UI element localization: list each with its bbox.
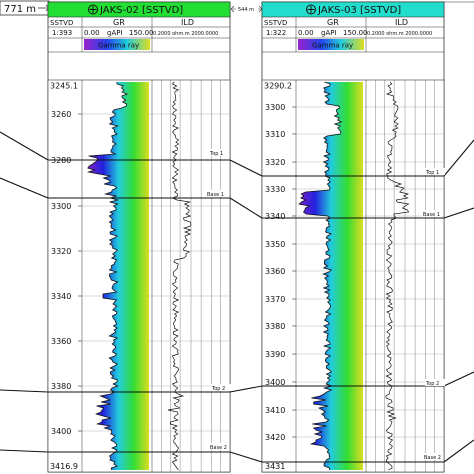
gr-max: 150.00 — [129, 29, 154, 37]
depth-tick-label: 3310 — [265, 130, 285, 139]
well-top-label: Base 2 — [210, 445, 227, 451]
ild-track-header: ILD — [181, 18, 194, 27]
correlation-line[interactable] — [443, 371, 474, 387]
gr-track-header: GR — [327, 18, 339, 27]
depth-tick-label: 3320 — [265, 158, 285, 167]
svg-text:3245.1: 3245.1 — [50, 82, 78, 91]
depth-tick-label: 3330 — [265, 185, 285, 194]
ild-grid — [296, 80, 444, 472]
well-top-label: Top 2 — [425, 381, 439, 387]
well-top-label: Base 1 — [423, 212, 440, 218]
svg-text:3431: 3431 — [265, 462, 285, 471]
depth-tick-label: 3390 — [265, 350, 285, 359]
depth-tick-label: 3400 — [51, 427, 71, 436]
depth-tick-label: 3320 — [51, 247, 71, 256]
left-gap-label: 771 m — [4, 4, 36, 15]
ild-curve — [385, 81, 410, 471]
well-top-label: Base 2 — [424, 455, 441, 461]
depth-tick-label: 3360 — [265, 267, 285, 276]
depth-bottom-label: 3416.9 — [49, 461, 81, 471]
correlation-line[interactable] — [229, 385, 263, 393]
gr-fill-area — [299, 82, 363, 470]
well-top-label: Top 2 — [211, 386, 225, 392]
correlation-line[interactable] — [229, 451, 263, 463]
correlation-line[interactable] — [0, 177, 49, 199]
depth-tick-label: 3410 — [265, 406, 285, 415]
gr-min: 0.00 — [84, 29, 100, 37]
correlation-line[interactable] — [229, 159, 263, 177]
scale-label: 1:322 — [266, 29, 286, 37]
svg-text:3416.9: 3416.9 — [50, 462, 78, 471]
well-panel-jaks-03[interactable]: JAKS-03 [SSTVD] SSTVD 1:322 GR 0.00 gAPI… — [261, 1, 445, 473]
depth-tick-label: 3420 — [265, 433, 285, 442]
gr-fill-area — [87, 82, 149, 470]
gr-unit: gAPI — [321, 29, 337, 37]
depth-column-header: SSTVD — [264, 19, 287, 27]
well-top-label: Top 1 — [425, 170, 439, 176]
well-title: JAKS-02 [SSTVD] — [99, 5, 183, 16]
well-title-icon — [88, 4, 98, 15]
depth-bottom-label: 3431 — [263, 461, 289, 471]
depth-column-header: SSTVD — [50, 19, 73, 27]
depth-tick-label: 3370 — [265, 295, 285, 304]
gr-max: 150.00 — [343, 29, 368, 37]
gr-track-header: GR — [113, 18, 125, 27]
well-tops: Top 1 Base 1 Top 2 Base 2 — [262, 168, 445, 463]
correlation-line[interactable] — [443, 439, 474, 463]
ild-range: 0.2000 ohm.m 2000.0000 — [153, 31, 218, 37]
depth-tick-label: 3380 — [265, 322, 285, 331]
depth-tick-label: 3340 — [51, 292, 71, 301]
gr-curve — [86, 81, 129, 471]
depth-tick-label: 3300 — [265, 103, 285, 112]
ild-curve — [167, 81, 192, 471]
well-top-label: Base 1 — [207, 192, 224, 198]
scale-label: 1:393 — [52, 29, 72, 37]
well-title: JAKS-03 [SSTVD] — [317, 5, 401, 16]
ild-range: 0.2000 ohm.m 2000.0000 — [367, 31, 432, 37]
depth-tick-label: 3360 — [51, 337, 71, 346]
mid-gap-label: 544 m — [238, 7, 254, 13]
depth-tick-label: 3400 — [265, 378, 285, 387]
well-title-bar[interactable] — [261, 1, 445, 18]
gr-curve — [298, 81, 343, 471]
gr-legend-swatch — [84, 39, 150, 50]
depth-tick-label: 3350 — [265, 240, 285, 249]
gr-legend-label: Gamma ray — [312, 42, 353, 50]
correlation-line[interactable] — [443, 207, 474, 219]
depth-top-label: 3290.2 — [263, 81, 293, 91]
gr-legend-swatch — [298, 39, 364, 50]
depth-tick-label: 3340 — [265, 212, 285, 221]
depth-tick-label: 3300 — [51, 202, 71, 211]
depth-tick-label: 3260 — [51, 110, 71, 119]
depth-tick-label: 3380 — [51, 382, 71, 391]
gr-unit: gAPI — [107, 29, 123, 37]
well-title-bar[interactable] — [47, 1, 231, 18]
correlation-line[interactable] — [0, 449, 49, 453]
well-title-icon — [306, 4, 316, 15]
well-tops: Top 1 Base 1 Top 2 Base 2 — [48, 149, 231, 453]
ild-track-header: ILD — [395, 18, 408, 27]
mid-gap-indicator: 544 m — [230, 4, 263, 13]
depth-top-label: 3245.1 — [49, 81, 78, 91]
correlation-lines — [0, 131, 474, 463]
well-panel-jaks-02[interactable]: JAKS-02 [SSTVD] SSTVD 1:393 GR 0.00 gAPI… — [47, 1, 231, 473]
correlation-line[interactable] — [0, 389, 49, 393]
correlation-line[interactable] — [229, 197, 263, 219]
well-top-label: Top 1 — [209, 151, 223, 157]
gr-legend-label: Gamma ray — [98, 42, 139, 50]
svg-text:3290.2: 3290.2 — [264, 82, 292, 91]
correlation-line[interactable] — [443, 139, 474, 177]
gr-min: 0.00 — [298, 29, 314, 37]
depth-axis: 3300 3310 3320 3330 3340 3350 3360 3370 3380 3390… — [265, 103, 296, 442]
correlation-line[interactable] — [0, 131, 49, 161]
left-gap-indicator: 771 m — [0, 0, 50, 16]
